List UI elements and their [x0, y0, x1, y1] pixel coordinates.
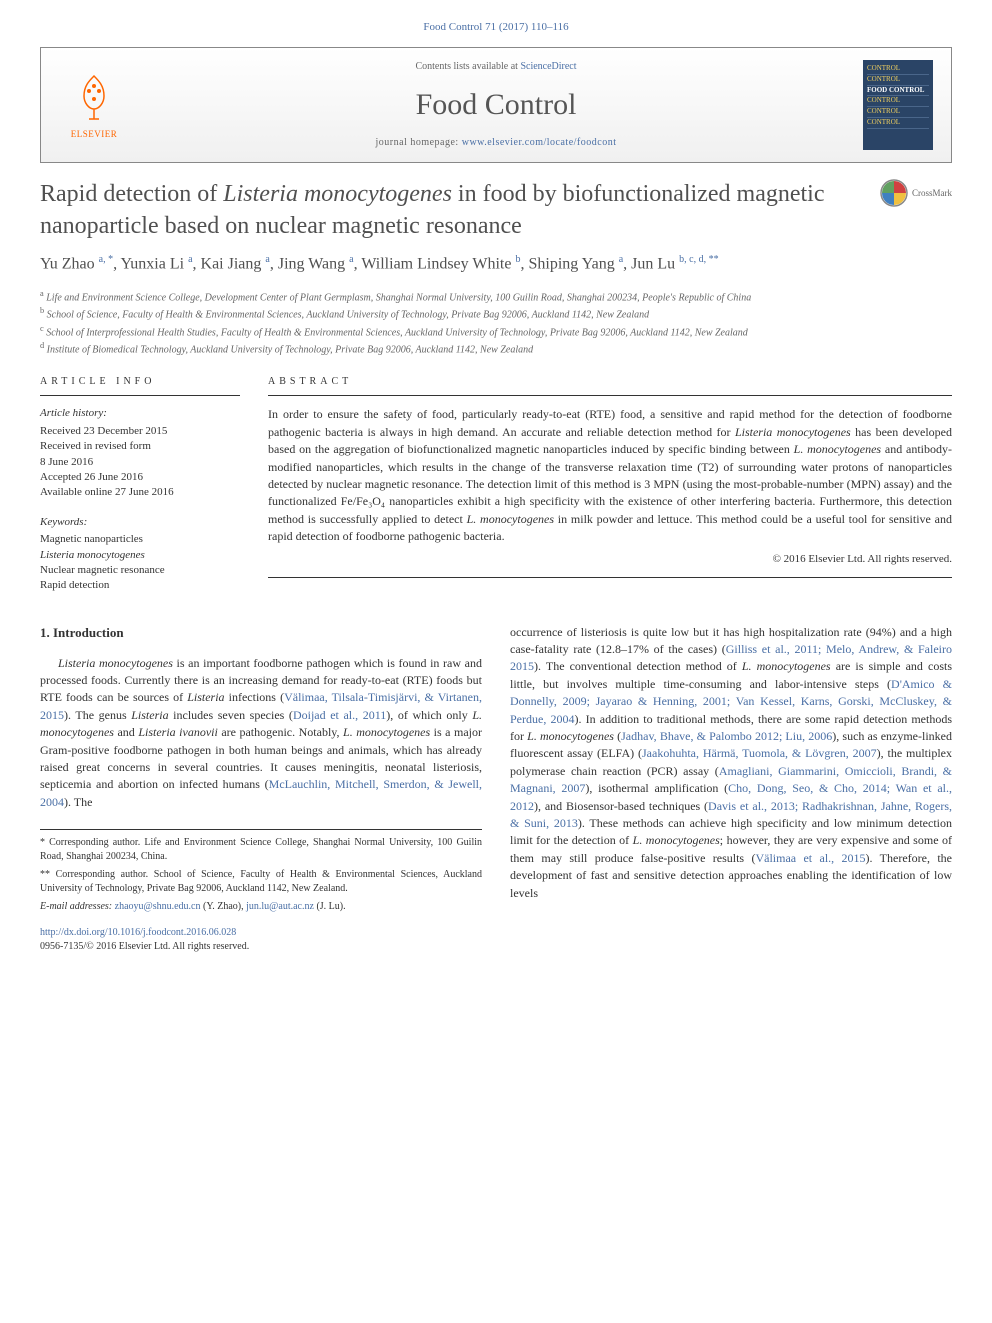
journal-name: Food Control	[129, 84, 863, 126]
intro-paragraph-2: occurrence of listeriosis is quite low b…	[510, 624, 952, 902]
email-link-1[interactable]: zhaoyu@shnu.edu.cn	[115, 901, 201, 912]
email-label: E-mail addresses:	[40, 901, 112, 912]
crossmark-label: CrossMark	[912, 187, 952, 200]
contents-prefix: Contents lists available at	[415, 61, 520, 72]
top-citation: Food Control 71 (2017) 110–116	[40, 20, 952, 35]
sciencedirect-link[interactable]: ScienceDirect	[520, 61, 576, 72]
cover-line: FOOD CONTROL	[867, 86, 929, 97]
crossmark-badge[interactable]: CrossMark	[880, 179, 952, 207]
keywords-label: Keywords:	[40, 515, 240, 530]
header-center: Contents lists available at ScienceDirec…	[129, 60, 863, 150]
journal-header-box: ELSEVIER Contents lists available at Sci…	[40, 47, 952, 163]
keyword-item: Magnetic nanoparticles	[40, 532, 240, 547]
doi-link[interactable]: http://dx.doi.org/10.1016/j.foodcont.201…	[40, 927, 236, 938]
intro-paragraph-1: Listeria monocytogenes is an important f…	[40, 655, 482, 812]
email-link-2[interactable]: jun.lu@aut.ac.nz	[246, 901, 314, 912]
keyword-item: Nuclear magnetic resonance	[40, 563, 240, 578]
history-item: Received 23 December 2015	[40, 424, 240, 439]
article-info-heading: ARTICLE INFO	[40, 375, 240, 396]
affiliation-item: c School of Interprofessional Health Stu…	[40, 323, 952, 340]
abstract-bottom-rule	[268, 577, 952, 578]
cover-line: CONTROL	[867, 107, 929, 118]
history-item: Available online 27 June 2016	[40, 485, 240, 500]
issn-copyright: 0956-7135/© 2016 Elsevier Ltd. All right…	[40, 941, 249, 952]
email-name-2: (J. Lu).	[316, 901, 345, 912]
history-item: Received in revised form	[40, 439, 240, 454]
article-title: Rapid detection of Listeria monocytogene…	[40, 179, 880, 241]
section-heading-intro: 1. Introduction	[40, 624, 482, 643]
homepage-link[interactable]: www.elsevier.com/locate/foodcont	[462, 137, 617, 148]
history-label: Article history:	[40, 406, 240, 421]
homepage-line: journal homepage: www.elsevier.com/locat…	[129, 136, 863, 150]
abstract-copyright: © 2016 Elsevier Ltd. All rights reserved…	[268, 552, 952, 567]
cover-line: CONTROL	[867, 64, 929, 75]
cover-line: CONTROL	[867, 118, 929, 129]
abstract-column: ABSTRACT In order to ensure the safety o…	[268, 375, 952, 593]
cover-line: CONTROL	[867, 96, 929, 107]
footnote-corresponding-2: ** Corresponding author. School of Scien…	[40, 868, 482, 896]
bottom-info: http://dx.doi.org/10.1016/j.foodcont.201…	[40, 926, 482, 954]
publisher-logo: ELSEVIER	[59, 71, 129, 141]
homepage-prefix: journal homepage:	[376, 137, 462, 148]
footnotes-block: * Corresponding author. Life and Environ…	[40, 829, 482, 914]
affiliation-list: a Life and Environment Science College, …	[40, 288, 952, 357]
keyword-item: Rapid detection	[40, 578, 240, 593]
info-abstract-row: ARTICLE INFO Article history: Received 2…	[40, 375, 952, 593]
author-list: Yu Zhao a, *, Yunxia Li a, Kai Jiang a, …	[40, 252, 952, 276]
elsevier-tree-icon	[69, 71, 119, 121]
history-item: 8 June 2016	[40, 455, 240, 470]
affiliation-item: a Life and Environment Science College, …	[40, 288, 952, 305]
affiliation-item: d Institute of Biomedical Technology, Au…	[40, 340, 952, 357]
body-column-left: 1. Introduction Listeria monocytogenes i…	[40, 624, 482, 954]
cover-line: CONTROL	[867, 75, 929, 86]
keyword-item: Listeria monocytogenes	[40, 548, 240, 563]
title-row: Rapid detection of Listeria monocytogene…	[40, 179, 952, 241]
affiliation-item: b School of Science, Faculty of Health &…	[40, 305, 952, 322]
abstract-heading: ABSTRACT	[268, 375, 952, 396]
history-item: Accepted 26 June 2016	[40, 470, 240, 485]
body-column-right: occurrence of listeriosis is quite low b…	[510, 624, 952, 954]
footnote-corresponding-1: * Corresponding author. Life and Environ…	[40, 836, 482, 864]
footnote-emails: E-mail addresses: zhaoyu@shnu.edu.cn (Y.…	[40, 900, 482, 914]
contents-line: Contents lists available at ScienceDirec…	[129, 60, 863, 74]
body-columns: 1. Introduction Listeria monocytogenes i…	[40, 624, 952, 954]
email-name-1: (Y. Zhao),	[203, 901, 244, 912]
journal-cover-thumbnail: CONTROL CONTROL FOOD CONTROL CONTROL CON…	[863, 60, 933, 150]
abstract-text: In order to ensure the safety of food, p…	[268, 406, 952, 545]
crossmark-icon	[880, 179, 908, 207]
article-info-column: ARTICLE INFO Article history: Received 2…	[40, 375, 240, 593]
publisher-name: ELSEVIER	[59, 128, 129, 141]
